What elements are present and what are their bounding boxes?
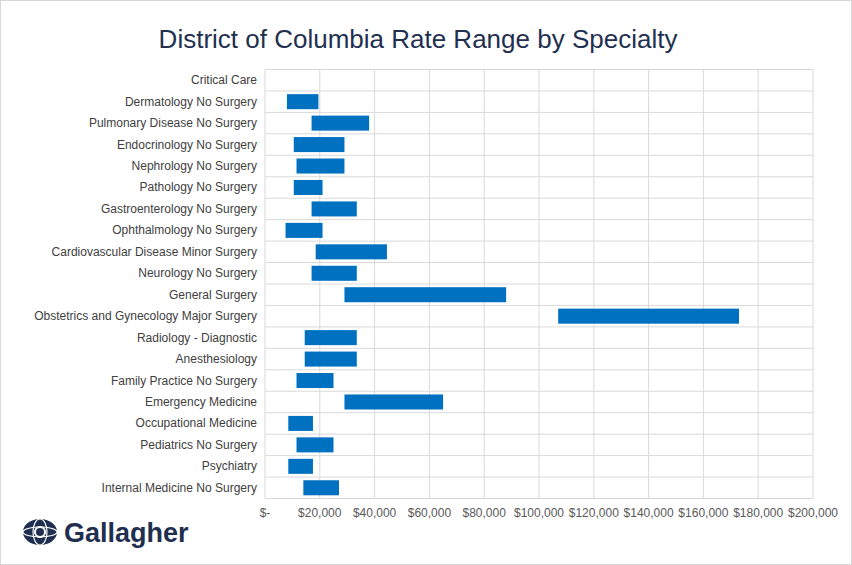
grid-line [539, 70, 540, 499]
chart: District of Columbia Rate Range by Speci… [0, 0, 852, 565]
range-bar [297, 437, 334, 452]
range-bar [288, 459, 313, 474]
category-label: Nephrology No Surgery [132, 159, 257, 173]
category-label: Pulmonary Disease No Surgery [89, 116, 257, 130]
category-label: Gastroenterology No Surgery [101, 202, 257, 216]
category-label: Family Practice No Surgery [111, 374, 257, 388]
logo-center [34, 526, 46, 538]
range-bar [344, 287, 506, 302]
tick-label: $160,000 [678, 506, 728, 520]
category-label: Psychiatry [202, 459, 257, 473]
category-label: Anesthesiology [176, 352, 257, 366]
tick-label: $120,000 [569, 506, 619, 520]
category-label: Cardiovascular Disease Minor Surgery [52, 245, 257, 259]
frame [1, 1, 852, 565]
category-label: Internal Medicine No Surgery [102, 481, 257, 495]
logo: Gallagher [23, 518, 189, 548]
category-label: Ophthalmology No Surgery [112, 223, 257, 237]
tick-label: $140,000 [624, 506, 674, 520]
range-bar [344, 394, 443, 409]
tick-label: $60,000 [408, 506, 452, 520]
tick-label: $- [260, 506, 271, 520]
category-label: Endocrinology No Surgery [117, 138, 257, 152]
category-label: Critical Care [191, 73, 257, 87]
tick-label: $180,000 [733, 506, 783, 520]
range-bar [305, 352, 357, 367]
logo-center-dot [36, 528, 44, 536]
grid-line [429, 70, 430, 499]
bars [286, 94, 739, 495]
range-bar [305, 330, 357, 345]
grid-line [758, 70, 759, 499]
category-label: Occupational Medicine [136, 416, 258, 430]
category-label: Pediatrics No Surgery [140, 438, 257, 452]
range-bar [286, 223, 323, 238]
range-bar [297, 373, 334, 388]
category-label: Dermatology No Surgery [125, 95, 257, 109]
range-bar [294, 180, 323, 195]
logo-text: Gallagher [64, 518, 189, 548]
category-label: Emergency Medicine [145, 395, 257, 409]
range-bar [303, 480, 339, 495]
range-bar [294, 137, 345, 152]
row-grid-line [265, 498, 813, 499]
grid [265, 70, 813, 499]
grid-line [813, 70, 814, 499]
category-label: Pathology No Surgery [140, 180, 257, 194]
range-bar [312, 116, 370, 131]
range-bar [287, 94, 319, 109]
grid-line [593, 70, 594, 499]
title: District of Columbia Rate Range by Speci… [159, 24, 678, 54]
logo-globe-line [33, 519, 47, 545]
grid-line [484, 70, 485, 499]
range-bar [297, 159, 345, 174]
category-label: Obstetrics and Gynecology Major Surgery [34, 309, 257, 323]
range-bar [312, 266, 357, 281]
grid-line [648, 70, 649, 499]
tick-label: $200,000 [788, 506, 838, 520]
range-bar [316, 244, 387, 259]
range-bar [312, 201, 357, 216]
grid-line [703, 70, 704, 499]
range-bar [288, 416, 313, 431]
logo-globe [23, 519, 57, 545]
tick-label: $20,000 [298, 506, 342, 520]
range-bar [558, 309, 739, 324]
tick-label: $100,000 [514, 506, 564, 520]
x-axis-line [265, 498, 813, 499]
category-label: General Surgery [169, 288, 257, 302]
logo-globe-line [23, 527, 57, 537]
category-label: Neurology No Surgery [138, 266, 257, 280]
category-label: Radiology - Diagnostic [137, 331, 257, 345]
tick-label: $80,000 [463, 506, 507, 520]
grid-line [319, 70, 320, 499]
grid-line [265, 70, 266, 499]
tick-label: $40,000 [353, 506, 397, 520]
grid-line [374, 70, 375, 499]
